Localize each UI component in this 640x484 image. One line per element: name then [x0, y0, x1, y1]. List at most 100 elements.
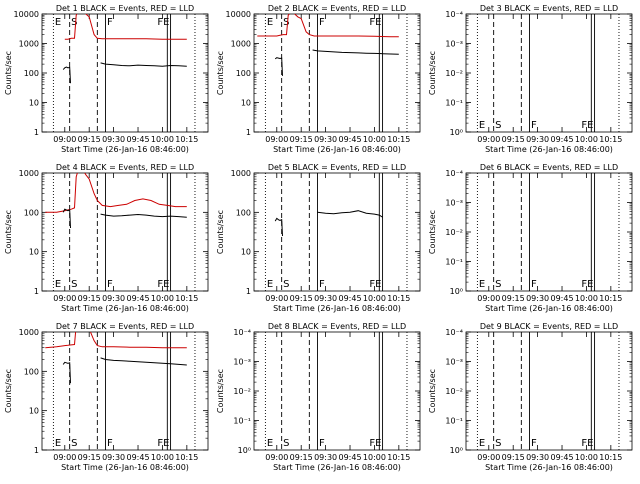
y-tick-label: 1	[246, 287, 251, 296]
x-tick-label: 09:15	[502, 453, 525, 462]
event-flag-label: F	[531, 279, 537, 290]
y-tick-label: 10⁻⁴	[445, 328, 463, 337]
y-tick-label: 10⁰	[450, 287, 463, 296]
plot-frame	[253, 331, 421, 451]
x-tick-label: 09:15	[290, 453, 313, 462]
event-flag-label: F	[531, 438, 537, 449]
event-flag-label: E	[479, 279, 485, 290]
y-tick-label: 10⁻⁴	[233, 328, 251, 337]
y-tick-label: 10000	[226, 10, 251, 19]
event-rate-line	[274, 217, 283, 237]
x-tick-label: 09:30	[526, 135, 549, 144]
y-tick-label: 10⁻²	[233, 387, 251, 396]
y-tick-label: 10⁻¹	[233, 417, 251, 426]
y-tick-label: 10⁻¹	[445, 417, 463, 426]
detector-panel-2: Det 2 BLACK = Events, RED = LLD Counts/se…	[216, 4, 421, 154]
y-tick-label: 1	[246, 128, 251, 137]
event-flag-label: F	[319, 438, 325, 449]
event-flag-label: E	[267, 438, 273, 449]
y-tick-label: 10	[29, 407, 39, 416]
x-tick-label: 09:00	[477, 294, 500, 303]
event-flag-label: E	[55, 279, 61, 290]
event-flag-label: F	[531, 120, 537, 131]
x-tick-label: 10:00	[575, 135, 598, 144]
panel-title: Det 4 BLACK = Events, RED = LLD	[56, 163, 194, 172]
x-tick-label: 09:00	[265, 453, 288, 462]
event-flag-label: F	[107, 438, 113, 449]
x-tick-label: 10:00	[363, 135, 386, 144]
x-axis-label: Start Time (26-Jan-16 08:46:00)	[61, 463, 189, 472]
event-flag-label: FE	[369, 17, 381, 28]
event-flag-label: E	[479, 438, 485, 449]
x-tick-label: 09:45	[338, 453, 361, 462]
event-flag-label: E	[267, 17, 273, 28]
y-tick-label: 100	[236, 208, 251, 217]
y-tick-label: 100	[24, 69, 39, 78]
y-tick-label: 10000	[14, 10, 39, 19]
x-axis-label: Start Time (26-Jan-16 08:46:00)	[273, 463, 401, 472]
panel-title: Det 2 BLACK = Events, RED = LLD	[268, 4, 406, 13]
event-rate-line	[62, 361, 71, 384]
event-flag-label: FE	[369, 279, 381, 290]
x-axis-label: Start Time (26-Jan-16 08:46:00)	[61, 304, 189, 313]
y-tick-label: 1000	[231, 40, 251, 49]
y-tick-label: 10⁻⁴	[445, 10, 463, 19]
y-tick-label: 10⁰	[238, 446, 251, 455]
event-flag-label: FE	[581, 279, 593, 290]
x-axis-label: Start Time (26-Jan-16 08:46:00)	[485, 145, 613, 154]
x-tick-label: 09:45	[550, 294, 573, 303]
plot-frame	[253, 172, 421, 292]
x-tick-label: 10:00	[151, 294, 174, 303]
lld-rate-line	[64, 14, 187, 40]
x-tick-label: 09:15	[78, 294, 101, 303]
y-axis-label: Counts/sec	[216, 210, 225, 254]
x-axis-label: Start Time (26-Jan-16 08:46:00)	[61, 145, 189, 154]
panel-title: Det 9 BLACK = Events, RED = LLD	[480, 322, 618, 331]
y-tick-label: 10⁰	[450, 446, 463, 455]
y-tick-label: 10⁻⁴	[445, 169, 463, 178]
event-flag-label: F	[107, 279, 113, 290]
x-tick-label: 09:00	[477, 453, 500, 462]
x-tick-label: 09:45	[550, 135, 573, 144]
event-flag-label: S	[495, 279, 501, 290]
y-tick-label: 1000	[19, 328, 39, 337]
x-tick-label: 09:45	[126, 135, 149, 144]
event-flag-label: E	[55, 438, 61, 449]
y-tick-label: 100	[24, 208, 39, 217]
event-rate-line	[100, 213, 187, 218]
x-tick-label: 09:45	[126, 294, 149, 303]
x-axis-label: Start Time (26-Jan-16 08:46:00)	[273, 145, 401, 154]
event-flag-label: FE	[157, 279, 169, 290]
plot-frame	[465, 13, 633, 133]
x-tick-label: 09:30	[102, 453, 125, 462]
detector-panel-8: Det 8 BLACK = Events, RED = LLD Counts/se…	[216, 322, 421, 472]
x-tick-label: 09:00	[477, 135, 500, 144]
y-axis-label: Counts/sec	[428, 369, 437, 413]
lld-rate-line	[257, 14, 399, 38]
y-tick-label: 10⁻³	[233, 358, 251, 367]
x-tick-label: 09:30	[314, 135, 337, 144]
event-flag-label: FE	[581, 438, 593, 449]
detector-panel-7: Det 7 BLACK = Events, RED = LLD Counts/se…	[4, 322, 209, 472]
y-tick-label: 10⁻¹	[445, 99, 463, 108]
x-axis-label: Start Time (26-Jan-16 08:46:00)	[485, 463, 613, 472]
y-tick-label: 1000	[19, 40, 39, 49]
detector-panel-9: Det 9 BLACK = Events, RED = LLD Counts/se…	[428, 322, 633, 472]
x-tick-label: 10:15	[387, 135, 410, 144]
event-flag-label: E	[267, 279, 273, 290]
event-rate-line	[100, 62, 187, 67]
x-tick-label: 09:00	[53, 453, 76, 462]
event-flag-label: S	[283, 279, 289, 290]
event-rate-line	[62, 208, 71, 229]
x-tick-label: 10:15	[599, 453, 622, 462]
lld-rate-line	[45, 332, 187, 349]
plot-frame	[465, 172, 633, 292]
x-tick-label: 09:00	[265, 294, 288, 303]
plot-frame	[41, 172, 209, 292]
event-flag-label: S	[495, 438, 501, 449]
x-tick-label: 09:15	[78, 135, 101, 144]
event-flag-label: F	[319, 279, 325, 290]
y-tick-label: 1	[34, 128, 39, 137]
